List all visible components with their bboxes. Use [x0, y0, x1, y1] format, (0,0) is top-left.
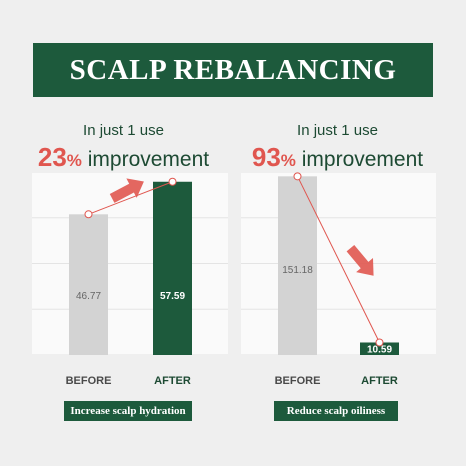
right-caption-banner: Reduce scalp oiliness	[274, 401, 398, 421]
left-before-category-label: BEFORE	[66, 375, 112, 387]
right-panel-heading: In just 1 use 93% improvement	[225, 122, 450, 174]
right-trend-arrow-shape	[346, 244, 374, 276]
left-trend-arrow-shape	[109, 178, 144, 203]
left-after-bar	[153, 181, 192, 355]
left-caption-banner: Increase scalp hydration	[64, 401, 192, 421]
right-plot-area	[241, 173, 436, 356]
left-panel-heading: In just 1 use 23% improvement	[11, 122, 236, 174]
left-improvement-word: improvement	[81, 148, 210, 171]
left-before-bar	[69, 214, 108, 355]
right-after-marker	[375, 338, 384, 347]
right-percent-value: 93	[251, 142, 281, 172]
left-usage-text: In just 1 use	[83, 122, 164, 139]
right-trend-line	[297, 176, 380, 343]
left-after-category-label: AFTER	[154, 375, 191, 387]
left-trend-line	[88, 181, 173, 215]
right-usage-text: In just 1 use	[297, 122, 378, 139]
left-improvement-text: 23% improvement	[11, 144, 236, 174]
left-after-value-label: 57.59	[160, 291, 185, 302]
right-percent-sign: %	[280, 151, 296, 170]
left-before-value-label: 46.77	[76, 291, 101, 302]
left-after-marker	[168, 177, 177, 186]
right-improvement-text: 93% improvement	[225, 144, 450, 174]
right-trend-arrow-icon	[346, 244, 374, 276]
left-percent-sign: %	[66, 151, 82, 170]
right-before-category-label: BEFORE	[275, 375, 321, 387]
right-caption-text: Reduce scalp oiliness	[286, 405, 386, 417]
right-improvement-word: improvement	[295, 148, 424, 171]
left-plot-area	[32, 173, 228, 356]
right-after-category-label: AFTER	[361, 375, 398, 387]
page-title: SCALP REBALANCING	[69, 53, 397, 86]
left-before-marker	[84, 210, 93, 219]
right-before-value-label: 151.18	[282, 265, 313, 276]
right-before-marker	[293, 172, 302, 181]
right-before-bar	[278, 176, 317, 355]
title-banner: SCALP REBALANCING	[33, 43, 433, 97]
left-caption-text: Increase scalp hydration	[70, 405, 186, 417]
right-after-bar	[360, 342, 399, 355]
left-percent-value: 23	[37, 142, 67, 172]
left-trend-arrow-icon	[109, 178, 144, 203]
right-after-value-label: 10.59	[367, 345, 392, 356]
